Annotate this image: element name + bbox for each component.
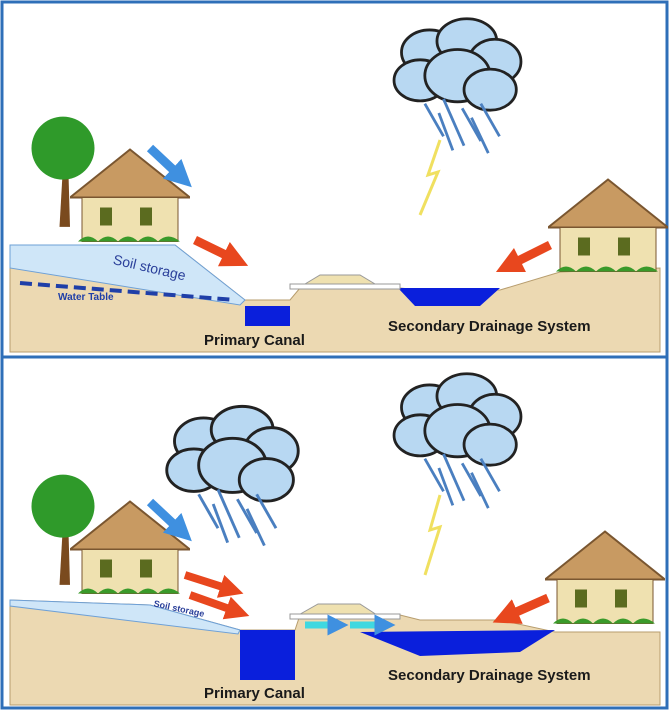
drainage-label: Secondary Drainage System [388, 667, 591, 684]
water-table-label: Water Table [58, 292, 114, 303]
drainage-label: Secondary Drainage System [388, 318, 591, 335]
canal-label: Primary Canal [204, 685, 305, 702]
top-panel: Soil storage Water Table Primary Canal S… [9, 17, 668, 353]
canal-label: Primary Canal [204, 332, 305, 349]
bottom-panel: Soil storage Primary Canal Secondary Dra… [9, 372, 665, 706]
